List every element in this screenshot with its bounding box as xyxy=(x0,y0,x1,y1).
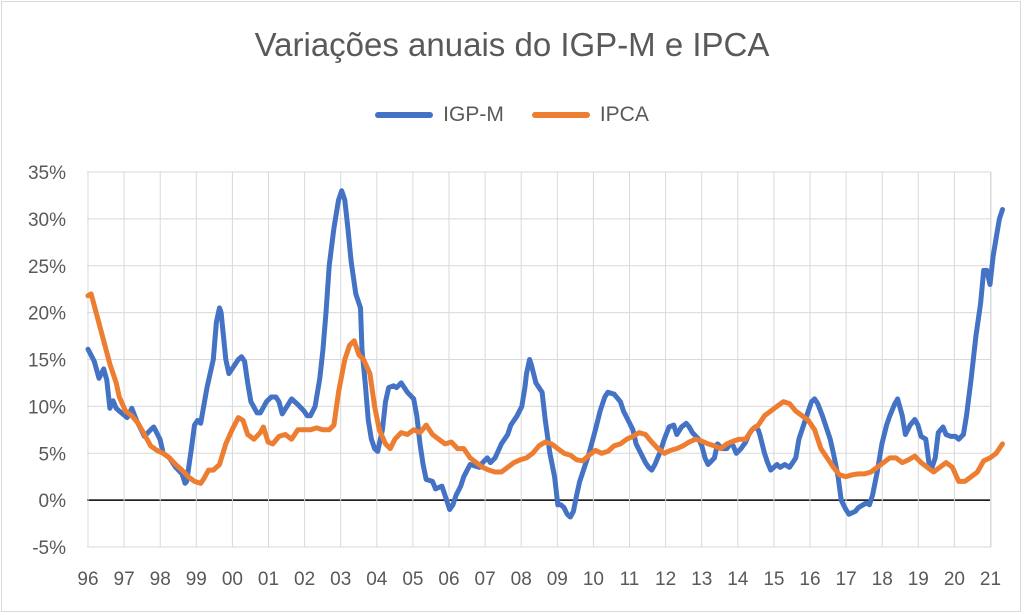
x-tick-label: 19 xyxy=(908,569,929,590)
legend-label-igpm: IGP-M xyxy=(443,103,504,126)
x-tick-label: 12 xyxy=(655,569,676,590)
series-line-ipca xyxy=(85,291,1005,486)
legend-label-ipca: IPCA xyxy=(599,103,649,126)
y-tick-label: -5% xyxy=(32,538,66,559)
series-line-igpm xyxy=(85,188,1005,520)
x-tick-label: 18 xyxy=(872,569,893,590)
y-tick-label: 35% xyxy=(28,163,66,184)
x-tick-label: 00 xyxy=(222,569,243,590)
x-tick-label: 03 xyxy=(330,569,351,590)
x-tick-label: 06 xyxy=(438,569,459,590)
x-tick-label: 05 xyxy=(402,569,423,590)
legend-entry-igpm: IGP-M xyxy=(375,103,504,127)
x-tick-label: 99 xyxy=(186,569,207,590)
x-tick-label: 15 xyxy=(763,569,784,590)
x-tick-label: 04 xyxy=(366,569,388,590)
x-tick-label: 14 xyxy=(727,569,749,590)
x-tick-label: 20 xyxy=(944,569,965,590)
y-tick-label: 15% xyxy=(28,351,66,372)
x-tick-label: 01 xyxy=(258,569,279,590)
x-tick-label: 17 xyxy=(836,569,857,590)
x-tick-label: 08 xyxy=(511,569,532,590)
chart-legend: IGP-M IPCA xyxy=(0,103,1024,127)
x-tick-label: 13 xyxy=(691,569,712,590)
x-tick-label: 97 xyxy=(114,569,135,590)
legend-swatch-igpm xyxy=(375,112,434,118)
y-tick-label: 30% xyxy=(28,210,66,231)
y-tick-label: 10% xyxy=(28,397,66,418)
x-tick-label: 07 xyxy=(475,569,496,590)
legend-swatch-ipca xyxy=(531,112,590,118)
y-tick-label: 0% xyxy=(39,491,67,512)
y-tick-label: 20% xyxy=(28,304,66,325)
legend-entry-ipca: IPCA xyxy=(531,103,649,127)
x-tick-label: 09 xyxy=(547,569,568,590)
x-tick-label: 98 xyxy=(150,569,171,590)
x-tick-label: 02 xyxy=(294,569,315,590)
y-tick-label: 25% xyxy=(28,257,66,278)
y-tick-label: 5% xyxy=(39,444,67,465)
chart-title: Variações anuais do IGP-M e IPCA xyxy=(254,26,770,63)
x-tick-label: 96 xyxy=(77,569,98,590)
x-tick-label: 10 xyxy=(583,569,604,590)
x-tick-label: 16 xyxy=(799,569,820,590)
x-tick-label: 11 xyxy=(620,569,640,590)
x-tick-label: 21 xyxy=(980,569,1001,590)
